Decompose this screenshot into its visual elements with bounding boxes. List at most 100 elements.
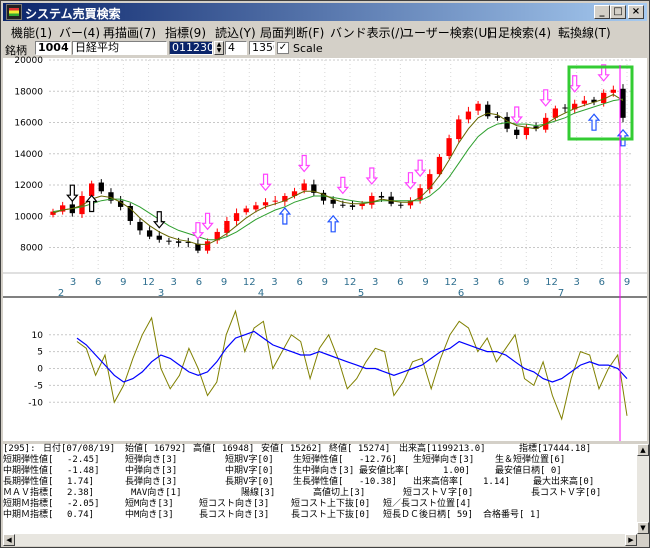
down-candle [340, 204, 346, 206]
stat-label: 短弾向き[3] [125, 455, 178, 465]
up-candle [253, 205, 259, 210]
scale-checkbox[interactable]: ✓ [277, 42, 289, 54]
maximize-icon[interactable]: □ [610, 5, 626, 19]
month-tick-label: 6 [397, 277, 403, 288]
month-tick-label: 12 [444, 277, 457, 288]
toolbar: 銘柄 1004 日経平均 011230 ▲▼ 4 1350 ✓ Scale [3, 41, 647, 57]
menu-item-redraw[interactable]: 再描画(7) [103, 26, 156, 40]
down-candle [388, 196, 394, 204]
month-tick-label: 3 [573, 277, 579, 288]
month-tick-label: 9 [523, 277, 529, 288]
year-tick-label: 7 [558, 288, 564, 299]
close-icon[interactable]: × [628, 5, 644, 19]
down-candle [166, 240, 172, 242]
menu-item-load[interactable]: 読込(Y) [215, 26, 256, 40]
stat-label: 生短弾性値[ [293, 455, 344, 465]
highlight-box [567, 65, 634, 141]
buy-arrow-icon [85, 194, 98, 213]
up-candle [359, 203, 365, 206]
stat-value: 1.74] [67, 477, 95, 487]
down-candle [591, 99, 597, 103]
up-candle [417, 188, 423, 200]
down-candle [98, 182, 104, 192]
month-tick-label: 3 [271, 277, 277, 288]
stat-label: 長期V字[0] [225, 477, 274, 487]
down-candle [195, 243, 201, 251]
menu-item-daily-search[interactable]: 日足検索(4) [486, 26, 551, 40]
date-spinner[interactable]: ▲ ▼ [214, 41, 224, 55]
scroll-right-icon[interactable]: ▶ [625, 534, 637, 546]
price-tick-label: 12000 [14, 181, 43, 191]
menu-item-reversal-line[interactable]: 転換線(T) [558, 26, 611, 40]
stat-value: -2.05] [67, 499, 100, 509]
stat-indicator: 指標[17444.18] [519, 444, 592, 454]
stat-label: 中弾向き[3] [125, 466, 178, 476]
title-bar[interactable]: システム売買検索 _ □ × [3, 3, 647, 21]
stat-value: 0.74] [67, 510, 95, 520]
month-tick-label: 6 [196, 277, 202, 288]
stat-date: 日付[07/08/19] [43, 444, 116, 454]
menu-item-band[interactable]: バンド表示(/) [330, 26, 405, 40]
stat-label: 合格番号[ 1] [483, 510, 541, 520]
down-candle [330, 199, 336, 204]
sell-arrow-icon [597, 64, 610, 82]
month-tick-label: 9 [624, 277, 630, 288]
sell-arrow-icon [539, 89, 552, 107]
price-tick-label: 10000 [14, 212, 43, 222]
date-input[interactable]: 011230 [169, 41, 213, 55]
stat-label: 出来高倍率[ [413, 477, 464, 487]
down-candle [485, 104, 491, 117]
code-input[interactable]: 1004 [35, 41, 71, 55]
up-candle [581, 100, 588, 104]
down-candle [185, 241, 191, 243]
stat-open: 始値[ 16792] [125, 444, 187, 454]
count-input[interactable]: 1350 [249, 41, 275, 55]
sell-arrow-icon [510, 106, 524, 124]
up-candle [427, 174, 433, 190]
oscillator-average-line [76, 330, 628, 383]
stat-label: 陽線[3] [241, 488, 276, 498]
osc-tick-label: -10 [28, 398, 43, 408]
down-candle [494, 116, 501, 118]
sell-arrow-icon [259, 173, 272, 192]
name-input[interactable]: 日経平均 [72, 41, 167, 55]
month-tick-label: 6 [95, 277, 101, 288]
menu-item-bar[interactable]: バー(4) [59, 26, 100, 40]
stats-horizontal-scrollbar[interactable]: ◀ ▶ [3, 534, 637, 546]
menu-item-indicator[interactable]: 指標(9) [165, 26, 206, 40]
down-candle [533, 126, 539, 129]
month-tick-label: 6 [498, 277, 504, 288]
scroll-left-icon[interactable]: ◀ [3, 534, 15, 546]
stat-label: 短コスト向き[3] [199, 499, 270, 509]
stat-value: -10.38] [359, 477, 397, 487]
stat-label: 中期V字[0] [225, 466, 274, 476]
up-candle [243, 208, 249, 213]
down-candle [562, 107, 568, 109]
down-candle [320, 192, 327, 201]
stat-label: 短コスト上下抜[0] [291, 499, 371, 509]
up-candle [233, 213, 240, 221]
month-tick-label: 6 [296, 277, 302, 288]
minimize-icon[interactable]: _ [594, 5, 610, 19]
sell-arrow-icon [201, 212, 214, 231]
stats-vertical-scrollbar[interactable]: ▲ ▼ [637, 444, 649, 534]
down-candle [378, 195, 385, 198]
up-candle [301, 183, 307, 191]
down-candle [311, 184, 317, 193]
menu-item-function[interactable]: 機能(1) [11, 26, 52, 40]
down-candle [146, 230, 153, 237]
bars-input[interactable]: 4 [225, 41, 247, 55]
up-candle [50, 211, 56, 215]
menu-item-user-search[interactable]: ユーザー検索(U) [402, 26, 492, 40]
month-tick-label: 9 [322, 277, 328, 288]
price-tick-label: 18000 [14, 87, 43, 97]
up-candle [601, 92, 607, 104]
down-candle [127, 205, 133, 221]
scroll-up-icon[interactable]: ▲ [637, 444, 649, 456]
menu-item-phase[interactable]: 局面判断(F) [260, 26, 325, 40]
stat-value: 1.00] [443, 466, 471, 476]
scroll-down-icon[interactable]: ▼ [637, 522, 649, 534]
year-tick-label: 4 [258, 288, 264, 299]
